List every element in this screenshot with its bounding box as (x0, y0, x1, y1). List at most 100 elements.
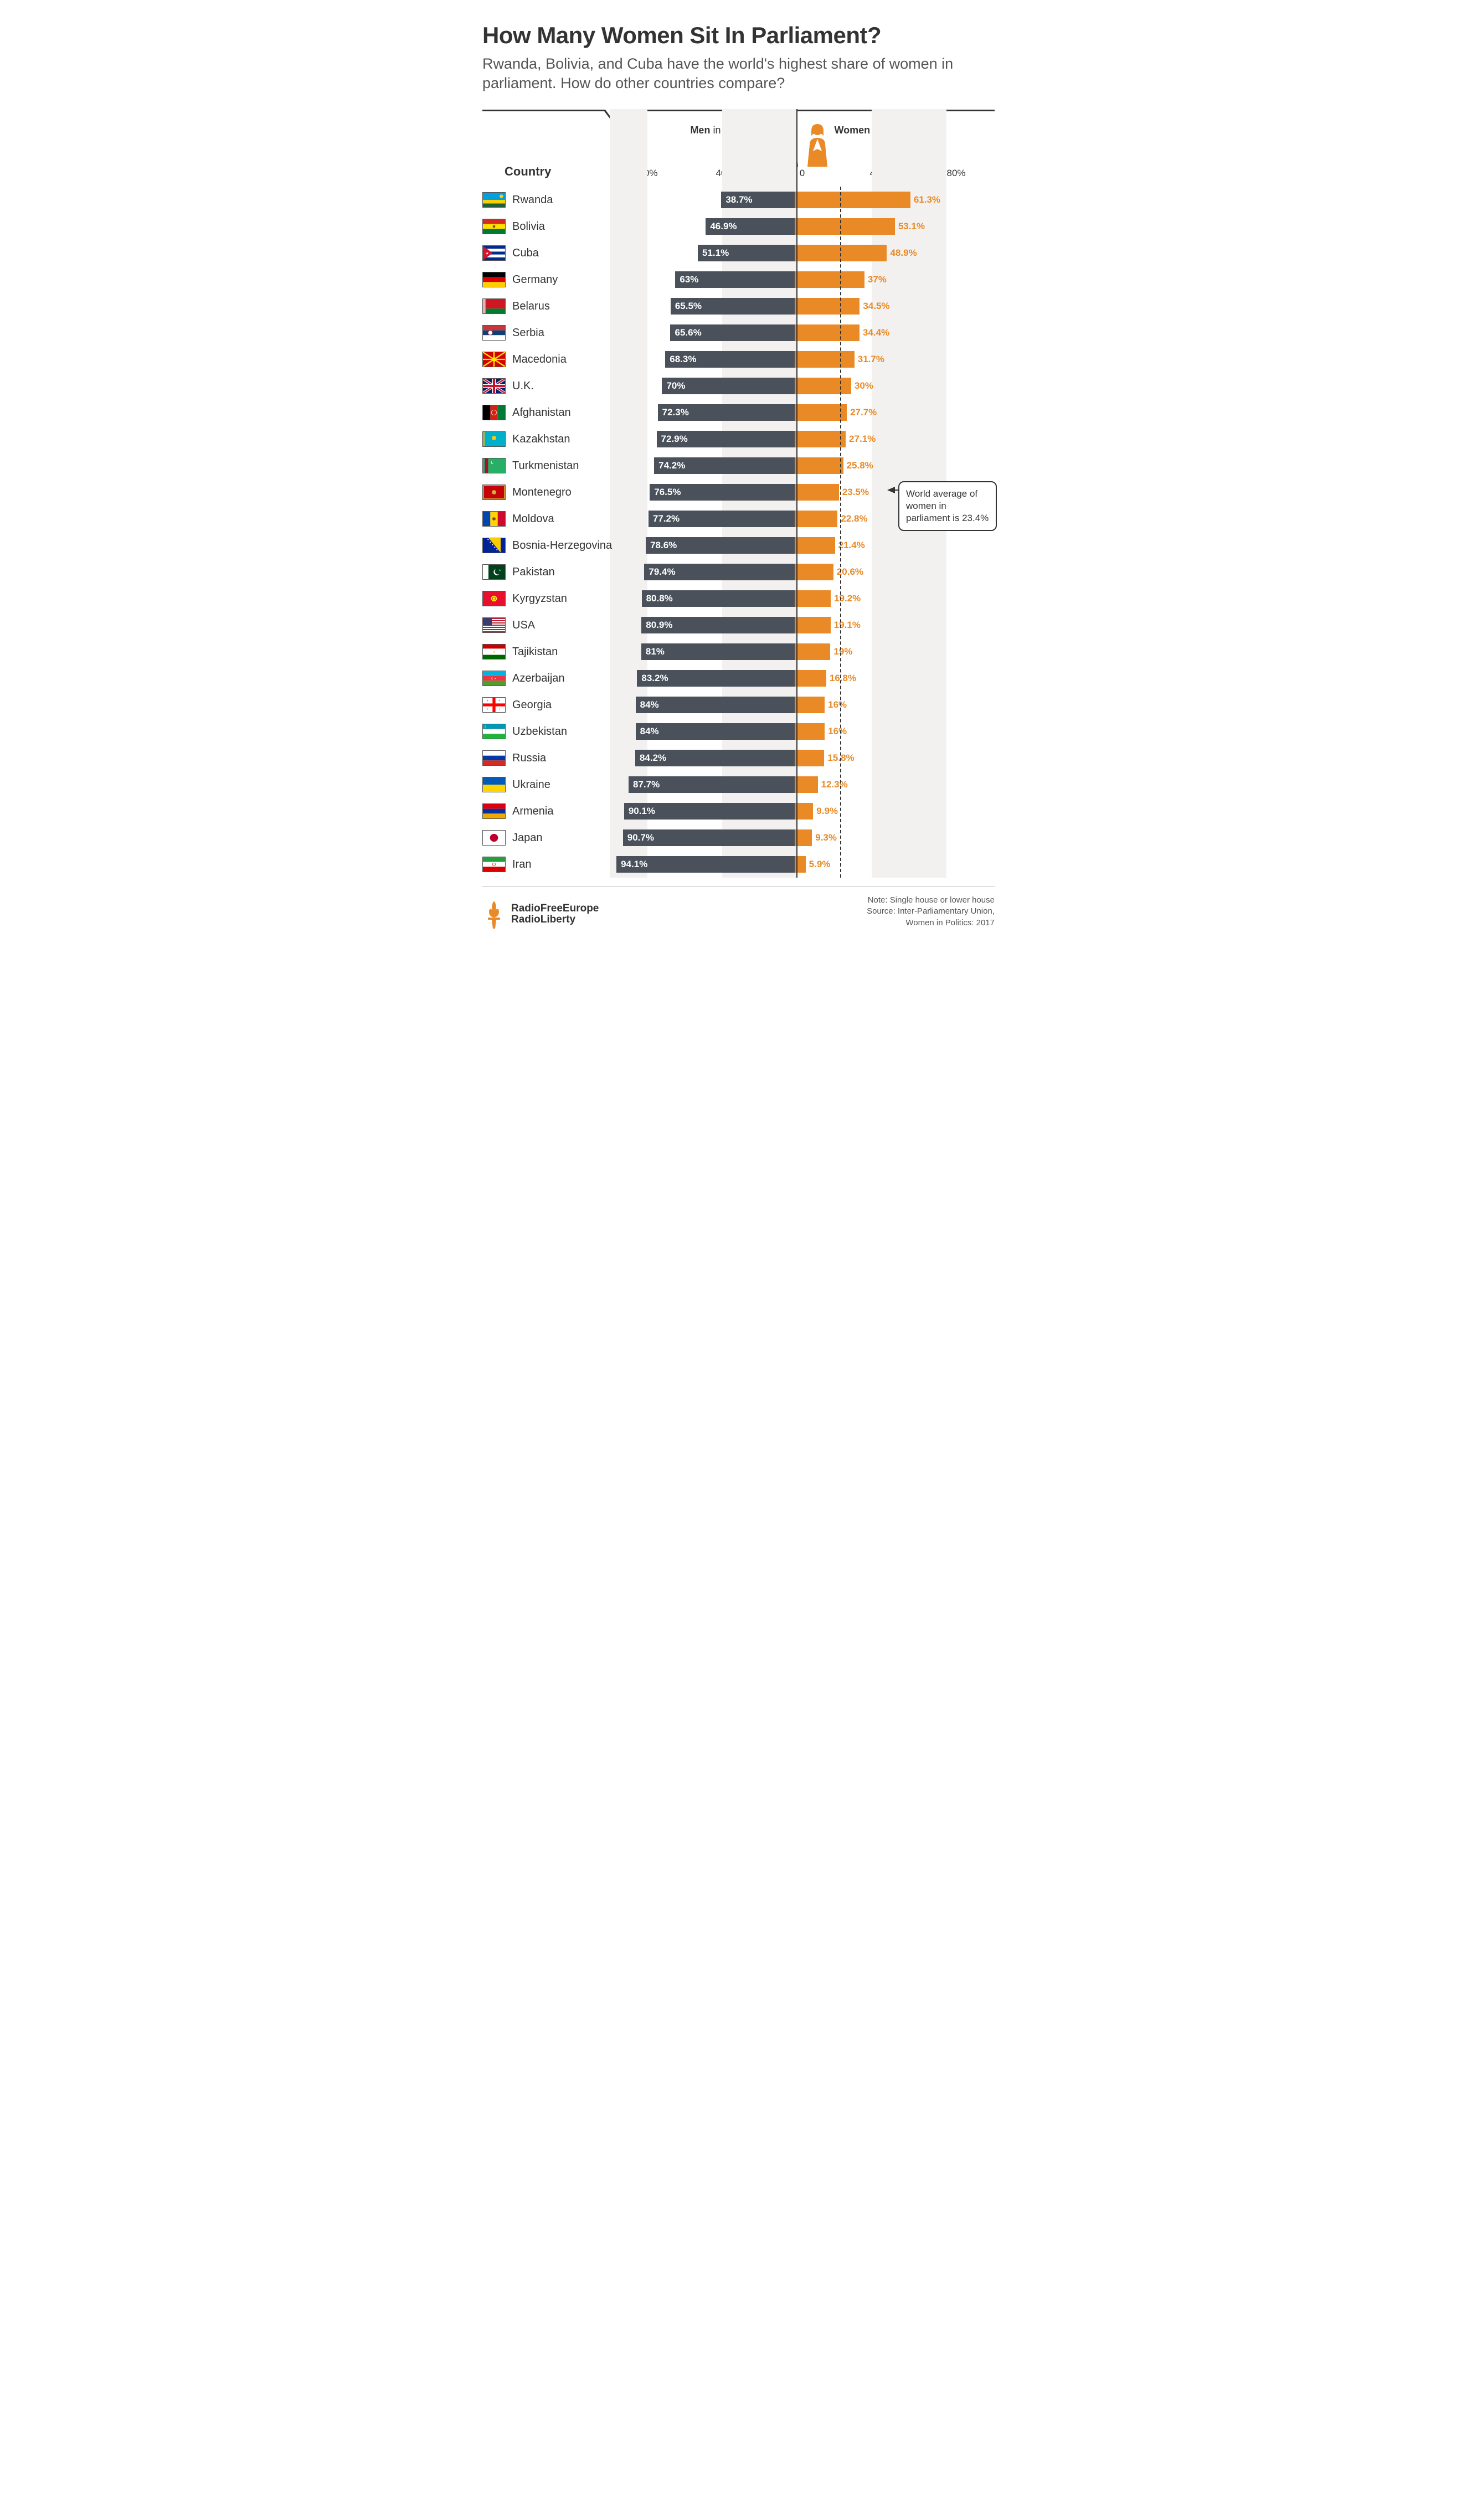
country-name: Moldova (506, 513, 605, 525)
flag-icon: ★ (482, 671, 506, 686)
country-name: Afghanistan (506, 406, 605, 419)
country-name: Kazakhstan (506, 433, 605, 446)
flag-icon: ★ (482, 245, 506, 261)
svg-text:+: + (498, 708, 500, 712)
country-name: Pakistan (506, 566, 605, 579)
data-row: Turkmenistan74.2%25.8% (482, 452, 995, 479)
brand-torch-icon (482, 900, 506, 929)
country-name: Germany (506, 274, 605, 286)
country-name: Kyrgyzstan (506, 592, 605, 605)
data-row: ★Azerbaijan83.2%16.8% (482, 665, 995, 692)
flag-icon (482, 378, 506, 394)
bar-women (795, 431, 846, 447)
bar-men: 80.9% (641, 617, 794, 633)
flag-icon (482, 803, 506, 819)
data-row: Ukraine 87.7% 12.3% (482, 771, 995, 798)
bar-women (795, 723, 825, 740)
flag-icon (482, 431, 506, 447)
bar-women-label: 22.8% (837, 511, 867, 527)
legend-women: Women in parliament (835, 125, 930, 136)
flag-icon (482, 352, 506, 367)
bar-area: 81%19% (605, 643, 984, 660)
flag-icon: ++++ (482, 697, 506, 713)
country-name: Tajikistan (506, 646, 605, 658)
bar-area: 84%16% (605, 723, 984, 740)
bar-area: 90.7%9.3% (605, 829, 984, 846)
country-name: Cuba (506, 247, 605, 260)
data-row: Rwanda38.7%61.3% (482, 187, 995, 213)
bar-area: 83.2%16.8% (605, 670, 984, 687)
bar-women-label: 27.1% (846, 431, 876, 447)
axis-tick-label: 80% (946, 168, 965, 179)
flag-icon (482, 192, 506, 208)
callout-arrow-icon (887, 487, 895, 493)
bar-men: 78.6% (646, 537, 794, 554)
flag-icon (482, 724, 506, 739)
country-name: Rwanda (506, 194, 605, 207)
bar-women-label: 48.9% (887, 245, 917, 261)
bar-women-label: 12.3% (818, 776, 848, 793)
flag-icon (482, 511, 506, 527)
divider-pointer-icon (603, 110, 616, 118)
bar-women-label: 37% (864, 271, 887, 288)
country-name: Bolivia (506, 220, 605, 233)
bar-women (795, 298, 860, 315)
bar-men: 90.1% (624, 803, 795, 820)
chart-rows: Rwanda38.7%61.3%Bolivia46.9%53.1%★Cuba51… (482, 187, 995, 878)
column-header-country: Country (482, 164, 610, 183)
data-row: Iran94.1%5.9% (482, 851, 995, 878)
country-name: Russia (506, 752, 605, 765)
bar-men: 87.7% (629, 776, 794, 793)
bar-women (795, 537, 835, 554)
flag-icon (482, 777, 506, 792)
bar-women (795, 750, 825, 766)
bar-men: 83.2% (637, 670, 794, 687)
bar-women (795, 404, 847, 421)
country-name: Serbia (506, 327, 605, 339)
bar-area: 65.6%34.4% (605, 324, 984, 341)
data-row: Germany63%37% (482, 266, 995, 293)
country-name: Azerbaijan (506, 672, 605, 685)
bar-women (795, 192, 910, 208)
bar-women (795, 245, 887, 261)
bar-men: 81% (641, 643, 795, 660)
flag-icon (482, 591, 506, 606)
bar-women (795, 218, 895, 235)
country-name: Japan (506, 832, 605, 844)
data-row: Macedonia68.3%31.7% (482, 346, 995, 373)
svg-text:♛: ♛ (493, 651, 495, 653)
bar-area: 84.2%15.8% (605, 750, 984, 766)
bar-women (795, 484, 839, 501)
country-name: Montenegro (506, 486, 605, 499)
country-name: Uzbekistan (506, 725, 605, 738)
axis-tick-label: 40% (869, 168, 888, 179)
country-name: Ukraine (506, 779, 605, 791)
bar-women-label: 25.8% (843, 457, 873, 474)
bar-area: 94.1%5.9% (605, 856, 984, 873)
bar-women (795, 670, 826, 687)
country-name: U.K. (506, 380, 605, 393)
svg-text:+: + (498, 699, 500, 703)
bar-area: 74.2% 25.8% (605, 457, 984, 474)
bar-women (795, 617, 831, 633)
legend-men: Men in parliament (690, 125, 770, 136)
bar-women-label: 34.4% (860, 324, 889, 341)
bar-area: 38.7%61.3% (605, 192, 984, 208)
axis-tick-label: 40% (716, 168, 734, 179)
bar-area: 65.5%34.5% (605, 298, 984, 315)
country-name: Iran (506, 858, 605, 871)
bar-men: 74.2% (654, 457, 794, 474)
data-row: Belarus65.5%34.5% (482, 293, 995, 319)
bar-women-label: 61.3% (910, 192, 940, 208)
bar-men: 84% (636, 697, 795, 713)
bar-area: 78.6%21.4% (605, 537, 984, 554)
bar-women-label: 23.5% (839, 484, 869, 501)
bar-area: 51.1%48.9% (605, 245, 984, 261)
axis-tick-label: 0 (800, 168, 805, 179)
bar-women (795, 829, 812, 846)
bar-area: 79.4%20.6% (605, 564, 984, 580)
bar-women (795, 511, 838, 527)
bar-women-label: 53.1% (895, 218, 925, 235)
bar-men: 94.1% (616, 856, 794, 873)
flag-icon (482, 325, 506, 341)
